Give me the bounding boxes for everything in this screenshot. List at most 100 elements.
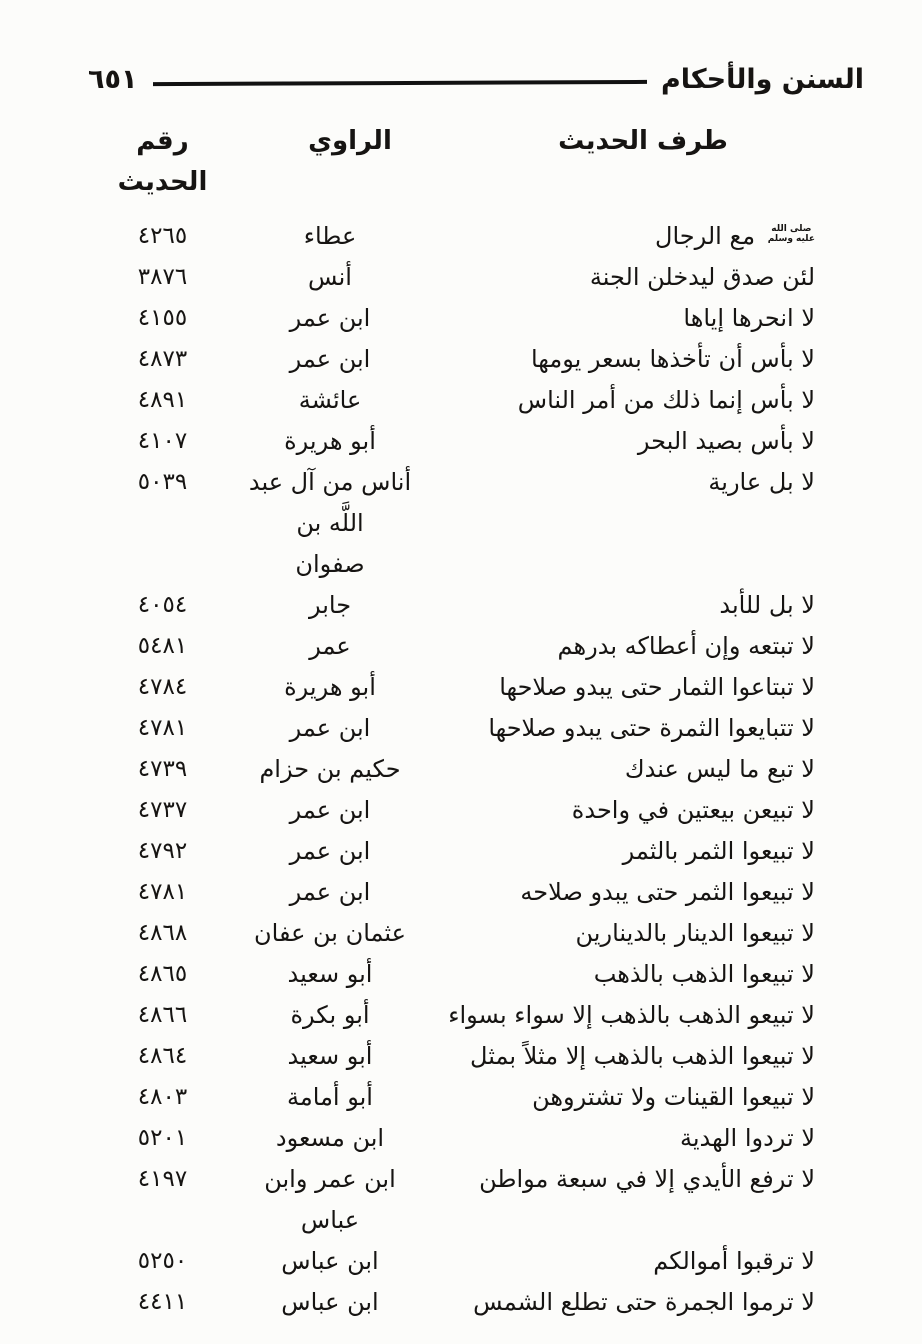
narrator-line: عائشة (298, 386, 362, 414)
narrator-line: حكيم بن حزام (259, 755, 401, 783)
table-row: لا تبيعوا القينات ولا تشتروهن أبو أمامة ٤٨… (90, 1077, 816, 1118)
narrator-line: أبو هريرة (284, 427, 376, 455)
narrator-name: عثمان بن عفان (235, 913, 425, 954)
hadith-text: لا تبتعه وإن أعطاكه بدرهم (425, 626, 816, 667)
pbuh-symbol-top: صلى الله (771, 224, 812, 234)
table-row: لا تبيعو الذهب بالذهب إلا سواء بسواء أبو … (90, 995, 816, 1036)
hadith-number: ٥٠٣٩ (137, 469, 188, 495)
hadith-number: ٤٧٨١ (137, 879, 188, 905)
hadith-text: لا تبيعوا الذهب بالذهب (425, 954, 816, 995)
hadith-text-label: لا تبيعوا الذهب بالذهب (593, 960, 816, 988)
table-row: لا تبيعوا الذهب بالذهب أبو سعيد ٤٨٦٥ (90, 954, 816, 995)
hadith-text-label: لئن صدق ليدخلن الجنة (589, 263, 815, 291)
hadith-text-label: لا تبيعوا الثمر حتى يبدو صلاحه (520, 878, 815, 906)
hadith-text-label: لا انحرها إياها (683, 304, 815, 332)
pbuh-symbol-bottom: عليه وسلم (767, 234, 815, 244)
narrator-name: أبو سعيد (235, 1036, 425, 1077)
table-row: لا بل عارية أناس من آل عبد اللَّه بن صفوان… (90, 462, 816, 585)
table-row: لا تبيعوا الدينار بالدينارين عثمان بن عفا… (90, 913, 816, 954)
narrator-line: أناس من آل عبد اللَّه بن (248, 468, 412, 537)
hadith-number: ٤٨٧٣ (137, 346, 188, 372)
narrator-name: ابن عمر (235, 872, 425, 913)
hadith-text: لا انحرها إياها (425, 298, 815, 339)
narrator-line: أبو سعيد (287, 1042, 373, 1070)
hadith-text: لا تبتاعوا الثمار حتى يبدو صلاحها (425, 667, 815, 708)
hadith-text-label: لا ترقبوا أموالكم (653, 1247, 815, 1275)
table-row: لا انحرها إياها ابن عمر ٤١٥٥ (90, 298, 816, 339)
table-row: لا ترموا الجمرة حتى تطلع الشمس ابن عباس ٤٤… (90, 1282, 816, 1323)
hadith-number: ٤٨٦٤ (137, 1043, 188, 1069)
hadith-text: لا تبع ما ليس عندك (425, 749, 815, 790)
hadith-text: لا بأس أن تأخذها بسعر يومها (425, 339, 815, 380)
hadith-text: لا تبيعوا الذهب بالذهب إلا مثلاً بمثل (425, 1036, 815, 1077)
hadith-number: ٣٨٧٦ (137, 264, 188, 290)
hadith-text: لئن صدق ليدخلن الجنة (425, 257, 815, 298)
narrator-line: ابن عمر (289, 878, 371, 906)
narrator-line: أبو بكرة (290, 1001, 370, 1029)
hadith-number: ٥٤٨١ (137, 633, 188, 659)
hadith-text: لا بأس إنما ذلك من أمر الناس (425, 380, 816, 421)
narrator-line: جابر (308, 591, 352, 619)
table-row: لا تبتاعوا الثمار حتى يبدو صلاحها أبو هري… (90, 667, 816, 708)
hadith-number: ٤٨٦٦ (137, 1002, 188, 1028)
hadith-text-label: لا بل للأبد (719, 591, 815, 619)
table-row: صلى الله عليه وسلم مع الرجال عطاء ٤٢٦٥ (90, 216, 815, 257)
hadith-number: ٥٢٥٠ (137, 1248, 188, 1274)
narrator-name: ابن عباس (235, 1282, 425, 1323)
narrator-name: أنس (235, 257, 425, 298)
column-headers: طرف الحديث الراوي رقم الحديث (90, 121, 815, 203)
narrator-name: ابن عمر وابن عباس (235, 1159, 425, 1241)
narrator-name: ابن عباس (235, 1241, 425, 1282)
narrator-line: ابن عمر (289, 714, 371, 742)
hadith-index-table: صلى الله عليه وسلم مع الرجال عطاء ٤٢٦٥ لئن ص… (90, 216, 816, 1323)
narrator-line: ابن عباس (281, 1288, 379, 1316)
hadith-number: ٤١٩٧ (137, 1166, 188, 1192)
table-row: لا بأس أن تأخذها بسعر يومها ابن عمر ٤٨٧٣ (90, 339, 816, 380)
narrator-name: ابن عمر (235, 298, 425, 339)
narrator-line: ابن عباس (281, 1247, 379, 1275)
narrator-name: أناس من آل عبد اللَّه بن صفوان (235, 462, 425, 585)
narrator-line: ابن مسعود (275, 1124, 385, 1152)
hadith-text-label: لا تبيعوا القينات ولا تشتروهن (532, 1083, 815, 1111)
narrator-name: أبو بكرة (235, 995, 425, 1036)
narrator-line: ابن عمر (289, 837, 371, 865)
hadith-text-label: لا تبيعن بيعتين في واحدة (571, 796, 816, 824)
narrator-name: ابن مسعود (235, 1118, 425, 1159)
hadith-text-label: لا تبتاعوا الثمار حتى يبدو صلاحها (499, 673, 815, 701)
hadith-text-label: لا تبتعه وإن أعطاكه بدرهم (557, 632, 816, 660)
hadith-text: لا ترفع الأيدي إلا في سبعة مواطن (425, 1159, 815, 1200)
table-row: لا تبيعن بيعتين في واحدة ابن عمر ٤٧٣٧ (90, 790, 816, 831)
narrator-name: ابن عمر (235, 339, 425, 380)
narrator-name: جابر (235, 585, 425, 626)
narrator-name: أبو هريرة (235, 421, 425, 462)
table-row: لئن صدق ليدخلن الجنة أنس ٣٨٧٦ (90, 257, 816, 298)
hadith-number: ٤٧٣٧ (137, 797, 188, 823)
hadith-text: لا تبيعوا الدينار بالدينارين (425, 913, 816, 954)
table-row: لا ترفع الأيدي إلا في سبعة مواطن ابن عمر … (90, 1159, 816, 1241)
hadith-text-label: لا تبيعو الذهب بالذهب إلا سواء بسواء (448, 1001, 815, 1029)
hadith-number: ٤٢٦٥ (137, 223, 188, 249)
hadith-number: ٤٧٣٩ (137, 756, 188, 782)
hadith-number: ٤٨٦٥ (137, 961, 188, 987)
table-row: لا ترقبوا أموالكم ابن عباس ٥٢٥٠ (90, 1241, 816, 1282)
narrator-name: حكيم بن حزام (235, 749, 425, 790)
hadith-number: ٤١٥٥ (137, 305, 188, 331)
narrator-line: صفوان (295, 550, 365, 578)
narrator-line: أبو سعيد (287, 960, 373, 988)
hadith-text-label: لا تبيعوا الدينار بالدينارين (575, 919, 816, 947)
narrator-line: عثمان بن عفان (254, 919, 406, 947)
table-row: لا بأس بصيد البحر أبو هريرة ٤١٠٧ (90, 421, 816, 462)
hadith-number: ٥٢٠١ (137, 1125, 188, 1151)
hadith-text-label: لا بأس أن تأخذها بسعر يومها (530, 345, 815, 373)
hadith-text: لا تتبايعوا الثمرة حتى يبدو صلاحها (425, 708, 815, 749)
book-title: السنن والأحكام (661, 64, 865, 95)
col-header-hadith: طرف الحديث (558, 126, 728, 156)
narrator-line: ابن عمر (289, 345, 371, 373)
hadith-text-label: لا بل عارية (708, 468, 815, 496)
table-row: لا تبيعوا الثمر حتى يبدو صلاحه ابن عمر ٤٧٨… (90, 872, 816, 913)
hadith-text: لا تردوا الهدية (425, 1118, 815, 1159)
narrator-name: أبو أمامة (235, 1077, 425, 1118)
narrator-line: أنس (308, 263, 352, 291)
table-row: لا بل للأبد جابر ٤٠٥٤ (90, 585, 816, 626)
hadith-number: ٤٧٨١ (137, 715, 188, 741)
